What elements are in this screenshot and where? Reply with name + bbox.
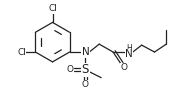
Text: O: O [66, 65, 73, 74]
Text: Cl: Cl [17, 48, 26, 56]
Text: N: N [125, 49, 133, 59]
Text: H: H [126, 44, 132, 53]
Text: Cl: Cl [48, 4, 57, 13]
Text: S: S [82, 63, 89, 76]
Text: N: N [82, 47, 89, 57]
Text: O: O [82, 80, 89, 89]
Text: O: O [120, 63, 127, 72]
